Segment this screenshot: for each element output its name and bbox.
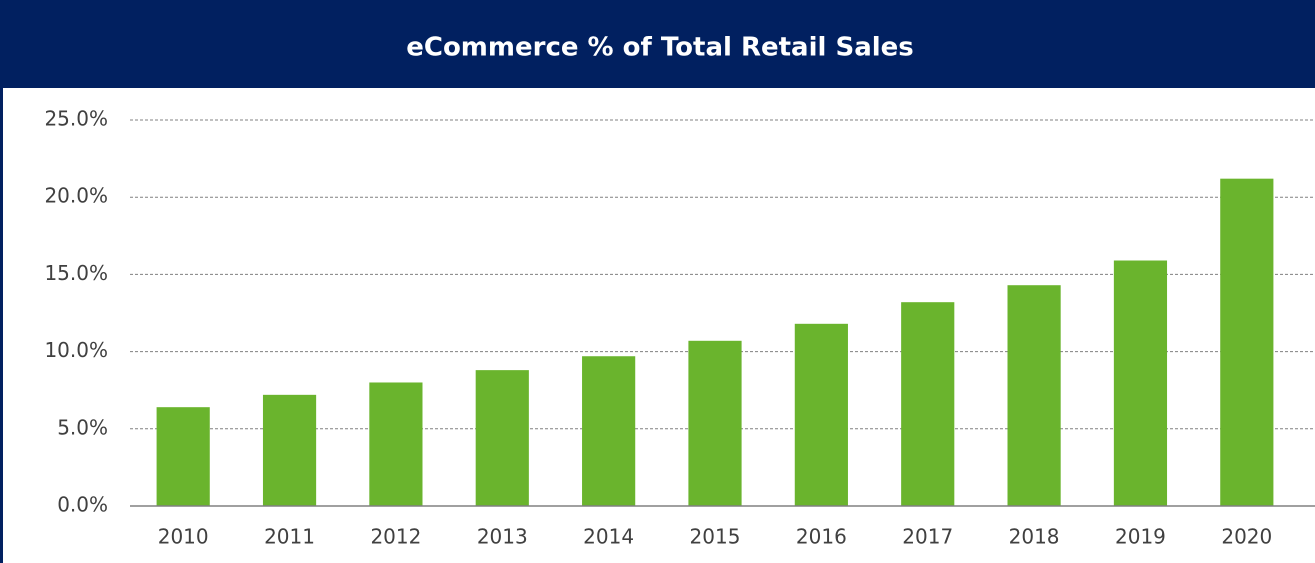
chart-title: eCommerce % of Total Retail Sales <box>406 33 914 63</box>
title-bar <box>0 0 1315 88</box>
x-tick-label: 2017 <box>902 525 953 549</box>
x-tick-label: 2010 <box>158 525 209 549</box>
x-tick-label: 2015 <box>690 525 741 549</box>
bar <box>475 370 529 506</box>
x-tick-label: 2012 <box>370 525 421 549</box>
y-tick-label: 25.0% <box>44 107 108 131</box>
x-tick-label: 2014 <box>583 525 634 549</box>
bar <box>582 356 636 506</box>
y-tick-label: 5.0% <box>57 415 108 439</box>
left-border <box>0 88 3 563</box>
y-tick-label: 10.0% <box>44 338 108 362</box>
bar <box>688 340 742 506</box>
x-tick-label: 2013 <box>477 525 528 549</box>
x-tick-label: 2020 <box>1221 525 1272 549</box>
bar <box>1007 285 1061 506</box>
bar <box>369 382 423 506</box>
x-tick-label: 2019 <box>1115 525 1166 549</box>
bar <box>1220 178 1274 506</box>
x-tick-label: 2016 <box>796 525 847 549</box>
y-tick-label: 15.0% <box>44 261 108 285</box>
x-tick-label: 2018 <box>1009 525 1060 549</box>
bar <box>262 394 317 506</box>
bar <box>794 323 848 506</box>
y-tick-label: 20.0% <box>44 184 108 208</box>
x-tick-label: 2011 <box>264 525 315 549</box>
bar <box>156 407 210 506</box>
y-tick-label: 0.0% <box>57 493 108 517</box>
bar <box>901 302 955 506</box>
bar <box>1113 260 1168 506</box>
